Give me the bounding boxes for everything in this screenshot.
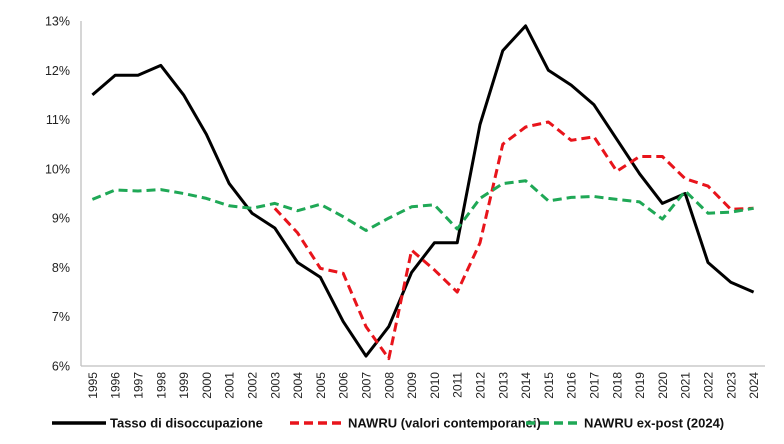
y-tick-label: 6%: [52, 360, 70, 374]
x-tick-label: 2024: [747, 372, 761, 399]
x-tick-label: 2014: [519, 372, 533, 399]
y-tick-label: 12%: [45, 64, 70, 78]
x-tick-label: 1996: [109, 372, 123, 399]
y-tick-label: 8%: [52, 261, 70, 275]
y-tick-label: 13%: [45, 15, 70, 29]
x-tick-label: 1995: [86, 372, 100, 399]
series-line-1: [275, 122, 754, 359]
x-tick-label: 2002: [246, 372, 260, 399]
x-tick-label: 2016: [565, 372, 579, 399]
y-tick-label: 11%: [46, 113, 70, 127]
x-tick-label: 2005: [314, 372, 328, 399]
legend-label: Tasso di disoccupazione: [110, 416, 263, 431]
x-tick-label: 2004: [291, 372, 305, 399]
x-tick-label: 2010: [428, 372, 442, 399]
x-tick-label: 2019: [633, 372, 647, 399]
legend: Tasso di disoccupazione NAWRU (valori con…: [52, 416, 724, 431]
series-line-2: [92, 181, 753, 231]
x-tick-label: 2017: [588, 372, 602, 399]
x-tick-label: 2012: [474, 372, 488, 399]
x-tick-label: 1998: [154, 372, 168, 399]
x-tick-label: 2021: [679, 372, 693, 399]
x-tick-label: 2018: [610, 372, 624, 399]
x-tick-label: 2009: [405, 372, 419, 399]
x-tick-label: 1999: [177, 372, 191, 399]
x-tick-label: 2020: [656, 372, 670, 399]
x-tick-label: 2023: [724, 372, 738, 399]
x-tick-label: 2011: [451, 372, 465, 398]
y-tick-label: 9%: [52, 212, 70, 226]
x-tick-label: 2006: [337, 372, 351, 399]
x-tick-label: 2013: [496, 372, 510, 399]
legend-label: NAWRU ex-post (2024): [584, 416, 724, 431]
y-tick-label: 10%: [45, 162, 70, 176]
x-tick-label: 2001: [223, 372, 237, 399]
legend-label: NAWRU (valori contemporanei): [348, 416, 541, 431]
x-tick-label: 2000: [200, 372, 214, 399]
y-tick-label: 7%: [52, 310, 70, 324]
x-tick-label: 1997: [132, 372, 146, 399]
x-tick-label: 2022: [702, 372, 716, 399]
x-tick-label: 2003: [268, 372, 282, 399]
x-tick-label: 2008: [382, 372, 396, 399]
x-tick-label: 2007: [360, 372, 374, 399]
x-tick-label: 2015: [542, 372, 556, 399]
series-line-0: [92, 26, 753, 356]
